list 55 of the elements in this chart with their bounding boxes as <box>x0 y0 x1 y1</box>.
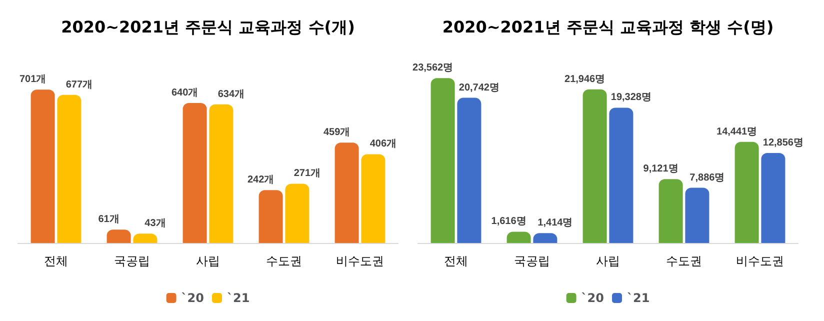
bar <box>658 179 683 243</box>
data-label: 23,562명 <box>412 62 454 74</box>
data-label: 1,414명 <box>538 218 573 229</box>
bar <box>457 98 482 243</box>
x-tick-label: 사립 <box>196 254 220 268</box>
x-tick-label: 사립 <box>596 254 620 268</box>
data-label: 459개 <box>323 127 350 138</box>
bar <box>533 233 558 243</box>
chart-title: 2020~2021년 주문식 교육과정 학생 수(명) <box>442 18 774 36</box>
bar <box>30 90 55 243</box>
bar <box>334 142 359 243</box>
bar <box>506 232 531 243</box>
data-label: 1,616명 <box>491 216 526 228</box>
legend-label: `20 <box>181 291 204 305</box>
bar <box>685 188 710 243</box>
data-label: 20,742명 <box>458 82 500 94</box>
bar <box>761 153 786 243</box>
data-label: 271개 <box>294 168 321 180</box>
data-label: 640개 <box>171 88 198 98</box>
legend-label: `21 <box>227 291 250 305</box>
x-tick-label: 국공립 <box>514 254 550 268</box>
bar <box>734 142 759 243</box>
bar <box>361 154 386 243</box>
x-tick-label: 비수도권 <box>336 254 384 268</box>
x-tick-label: 전체 <box>44 254 68 268</box>
x-tick-label: 수도권 <box>266 254 302 268</box>
data-label: 677개 <box>66 79 93 90</box>
x-tick-label: 수도권 <box>666 254 702 268</box>
data-label: 7,886명 <box>690 172 725 184</box>
chart-title: 2020~2021년 주문식 교육과정 수(개) <box>61 18 355 36</box>
bar <box>582 89 607 243</box>
bar <box>209 104 234 243</box>
data-label: 12,856명 <box>762 138 804 149</box>
data-label: 14,441명 <box>716 126 758 138</box>
legend-label: `21 <box>627 291 650 305</box>
x-tick-label: 전체 <box>444 254 468 268</box>
x-tick-label: 국공립 <box>114 254 150 268</box>
bar <box>258 190 283 243</box>
data-label: 242개 <box>247 174 274 186</box>
data-label: 9,121명 <box>643 164 678 175</box>
data-label: 701개 <box>19 74 46 86</box>
data-label: 43개 <box>144 218 166 230</box>
data-label: 61개 <box>98 214 120 226</box>
data-label: 21,946명 <box>564 74 606 85</box>
data-label: 406개 <box>370 138 397 150</box>
bar <box>285 184 310 243</box>
bar <box>106 230 131 243</box>
data-label: 634개 <box>218 88 245 100</box>
data-label: 19,328명 <box>610 92 652 104</box>
bar <box>182 103 207 243</box>
x-tick-label: 비수도권 <box>736 254 784 268</box>
bar <box>430 78 455 243</box>
bar <box>57 94 82 243</box>
bar <box>609 108 634 243</box>
legend-label: `20 <box>581 291 604 305</box>
